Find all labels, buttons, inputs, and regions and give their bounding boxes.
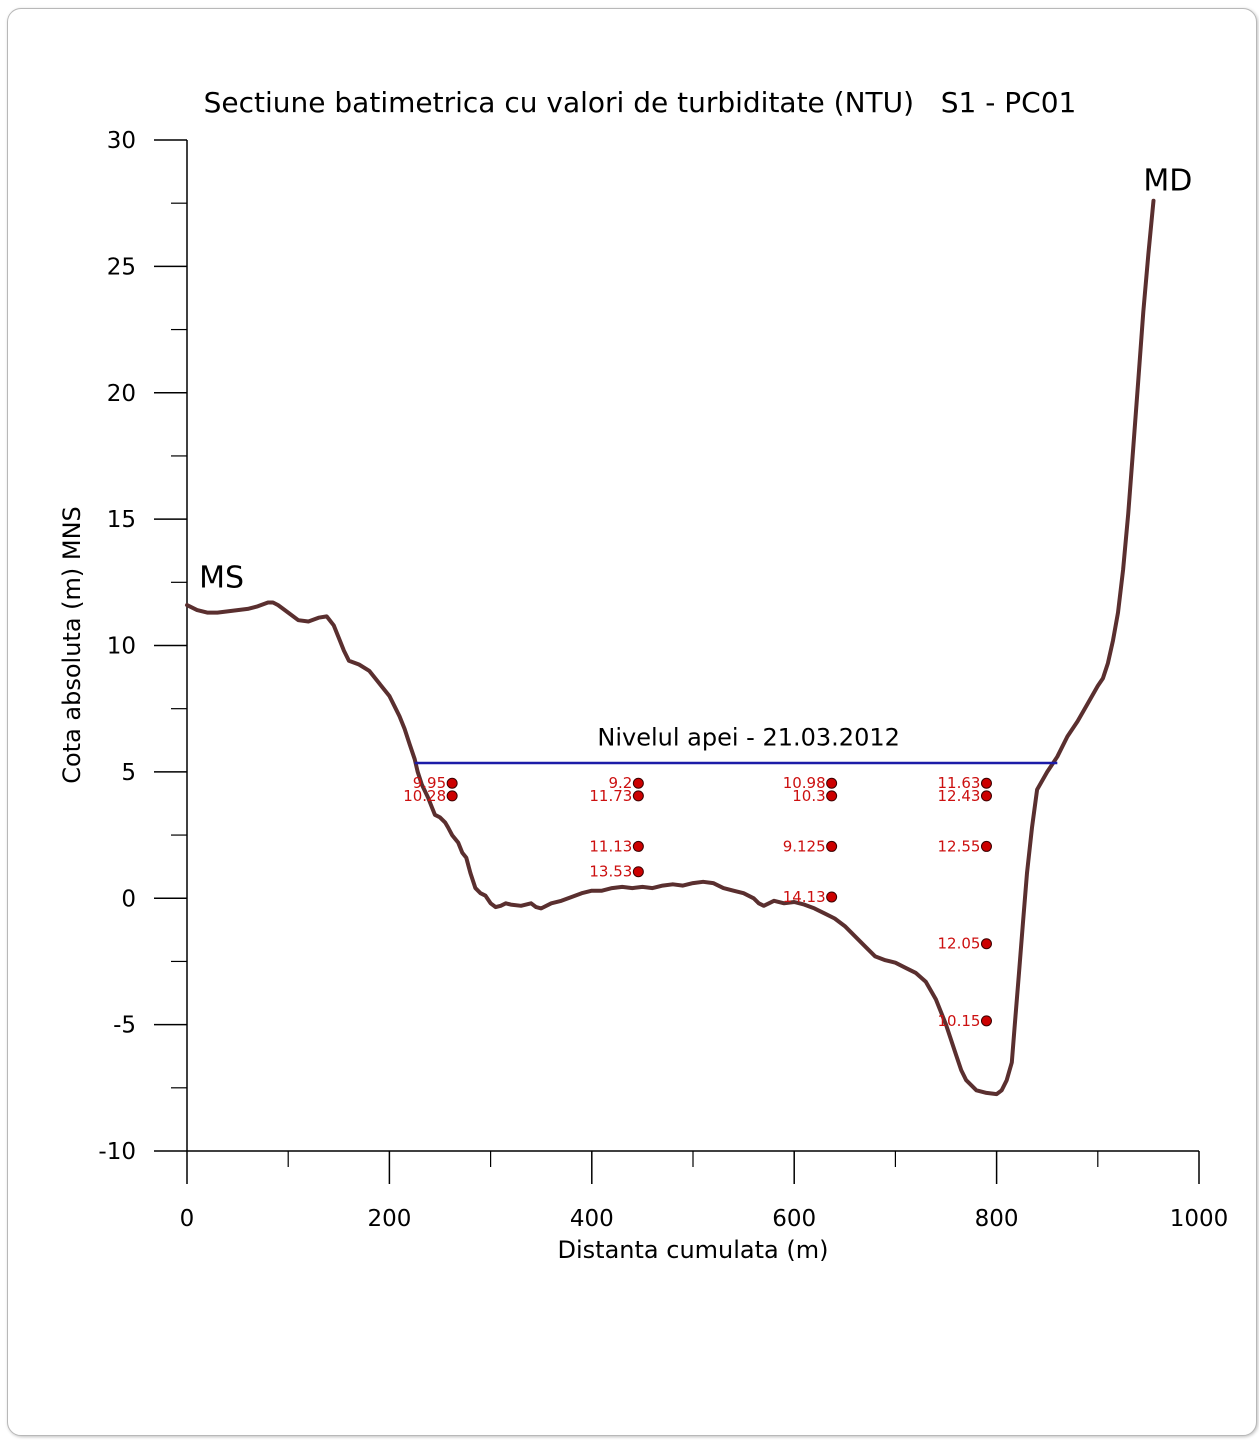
turbidity-label: 13.53 bbox=[589, 863, 632, 881]
turbidity-label: 9.2 bbox=[608, 774, 632, 792]
x-tick-label: 1000 bbox=[1170, 1206, 1229, 1232]
turbidity-label: 10.3 bbox=[792, 787, 825, 805]
x-axis-label: Distanta cumulata (m) bbox=[558, 1236, 829, 1264]
y-tick-label: 10 bbox=[107, 634, 136, 660]
turbidity-point bbox=[446, 777, 458, 789]
turbidity-point bbox=[632, 790, 644, 802]
x-tick-label: 0 bbox=[180, 1206, 195, 1232]
turbidity-label: 10.28 bbox=[403, 787, 446, 805]
turbidity-point bbox=[446, 790, 458, 802]
turbidity-label: 12.55 bbox=[938, 837, 981, 855]
chart-title: Sectiune batimetrica cu valori de turbid… bbox=[204, 86, 1077, 119]
x-tick-label: 600 bbox=[772, 1206, 816, 1232]
y-tick-label: -10 bbox=[98, 1139, 136, 1165]
x-tick-label: 200 bbox=[367, 1206, 411, 1232]
turbidity-point bbox=[826, 891, 838, 903]
water-level-label: Nivelul apei - 21.03.2012 bbox=[597, 723, 899, 751]
y-tick-label: 25 bbox=[107, 254, 136, 280]
right-bank-label: MD bbox=[1143, 164, 1192, 199]
turbidity-label: 11.73 bbox=[589, 787, 632, 805]
turbidity-point bbox=[632, 840, 644, 852]
turbidity-point bbox=[980, 938, 992, 950]
axes bbox=[186, 140, 1199, 1152]
turbidity-label: 12.43 bbox=[938, 787, 981, 805]
turbidity-point bbox=[632, 777, 644, 789]
bathymetric-profile-line bbox=[185, 198, 1156, 1097]
turbidity-point bbox=[980, 790, 992, 802]
turbidity-label: 12.05 bbox=[938, 935, 981, 953]
turbidity-point bbox=[980, 777, 992, 789]
y-tick-label: 0 bbox=[121, 886, 136, 912]
x-tick-label: 800 bbox=[975, 1206, 1019, 1232]
x-tick-label: 400 bbox=[570, 1206, 614, 1232]
turbidity-point bbox=[826, 840, 838, 852]
left-bank-label: MS bbox=[199, 560, 244, 595]
turbidity-label: 10.98 bbox=[783, 774, 826, 792]
turbidity-label: 9.125 bbox=[783, 837, 826, 855]
y-tick-label: 5 bbox=[121, 760, 136, 786]
turbidity-point bbox=[980, 840, 992, 852]
turbidity-label: 11.63 bbox=[938, 774, 981, 792]
turbidity-point bbox=[826, 790, 838, 802]
ticks: -10 -5 0 5 10 15 20 25 30 0 200 400 600 800 1000 bbox=[98, 128, 1228, 1232]
y-tick-label: -5 bbox=[113, 1013, 136, 1039]
turbidity-label: 14.13 bbox=[783, 888, 826, 906]
turbidity-label: 9.95 bbox=[413, 774, 446, 792]
turbidity-point bbox=[826, 777, 838, 789]
y-axis-label: Cota absoluta (m) MNS bbox=[58, 506, 86, 784]
turbidity-label: 10.15 bbox=[938, 1012, 981, 1030]
y-tick-label: 20 bbox=[107, 381, 136, 407]
turbidity-point bbox=[632, 866, 644, 878]
turbidity-label: 11.13 bbox=[589, 837, 632, 855]
y-tick-label: 15 bbox=[107, 507, 136, 533]
turbidity-point bbox=[980, 1015, 992, 1027]
chart-frame bbox=[7, 8, 1257, 1436]
y-tick-label: 30 bbox=[107, 128, 136, 154]
